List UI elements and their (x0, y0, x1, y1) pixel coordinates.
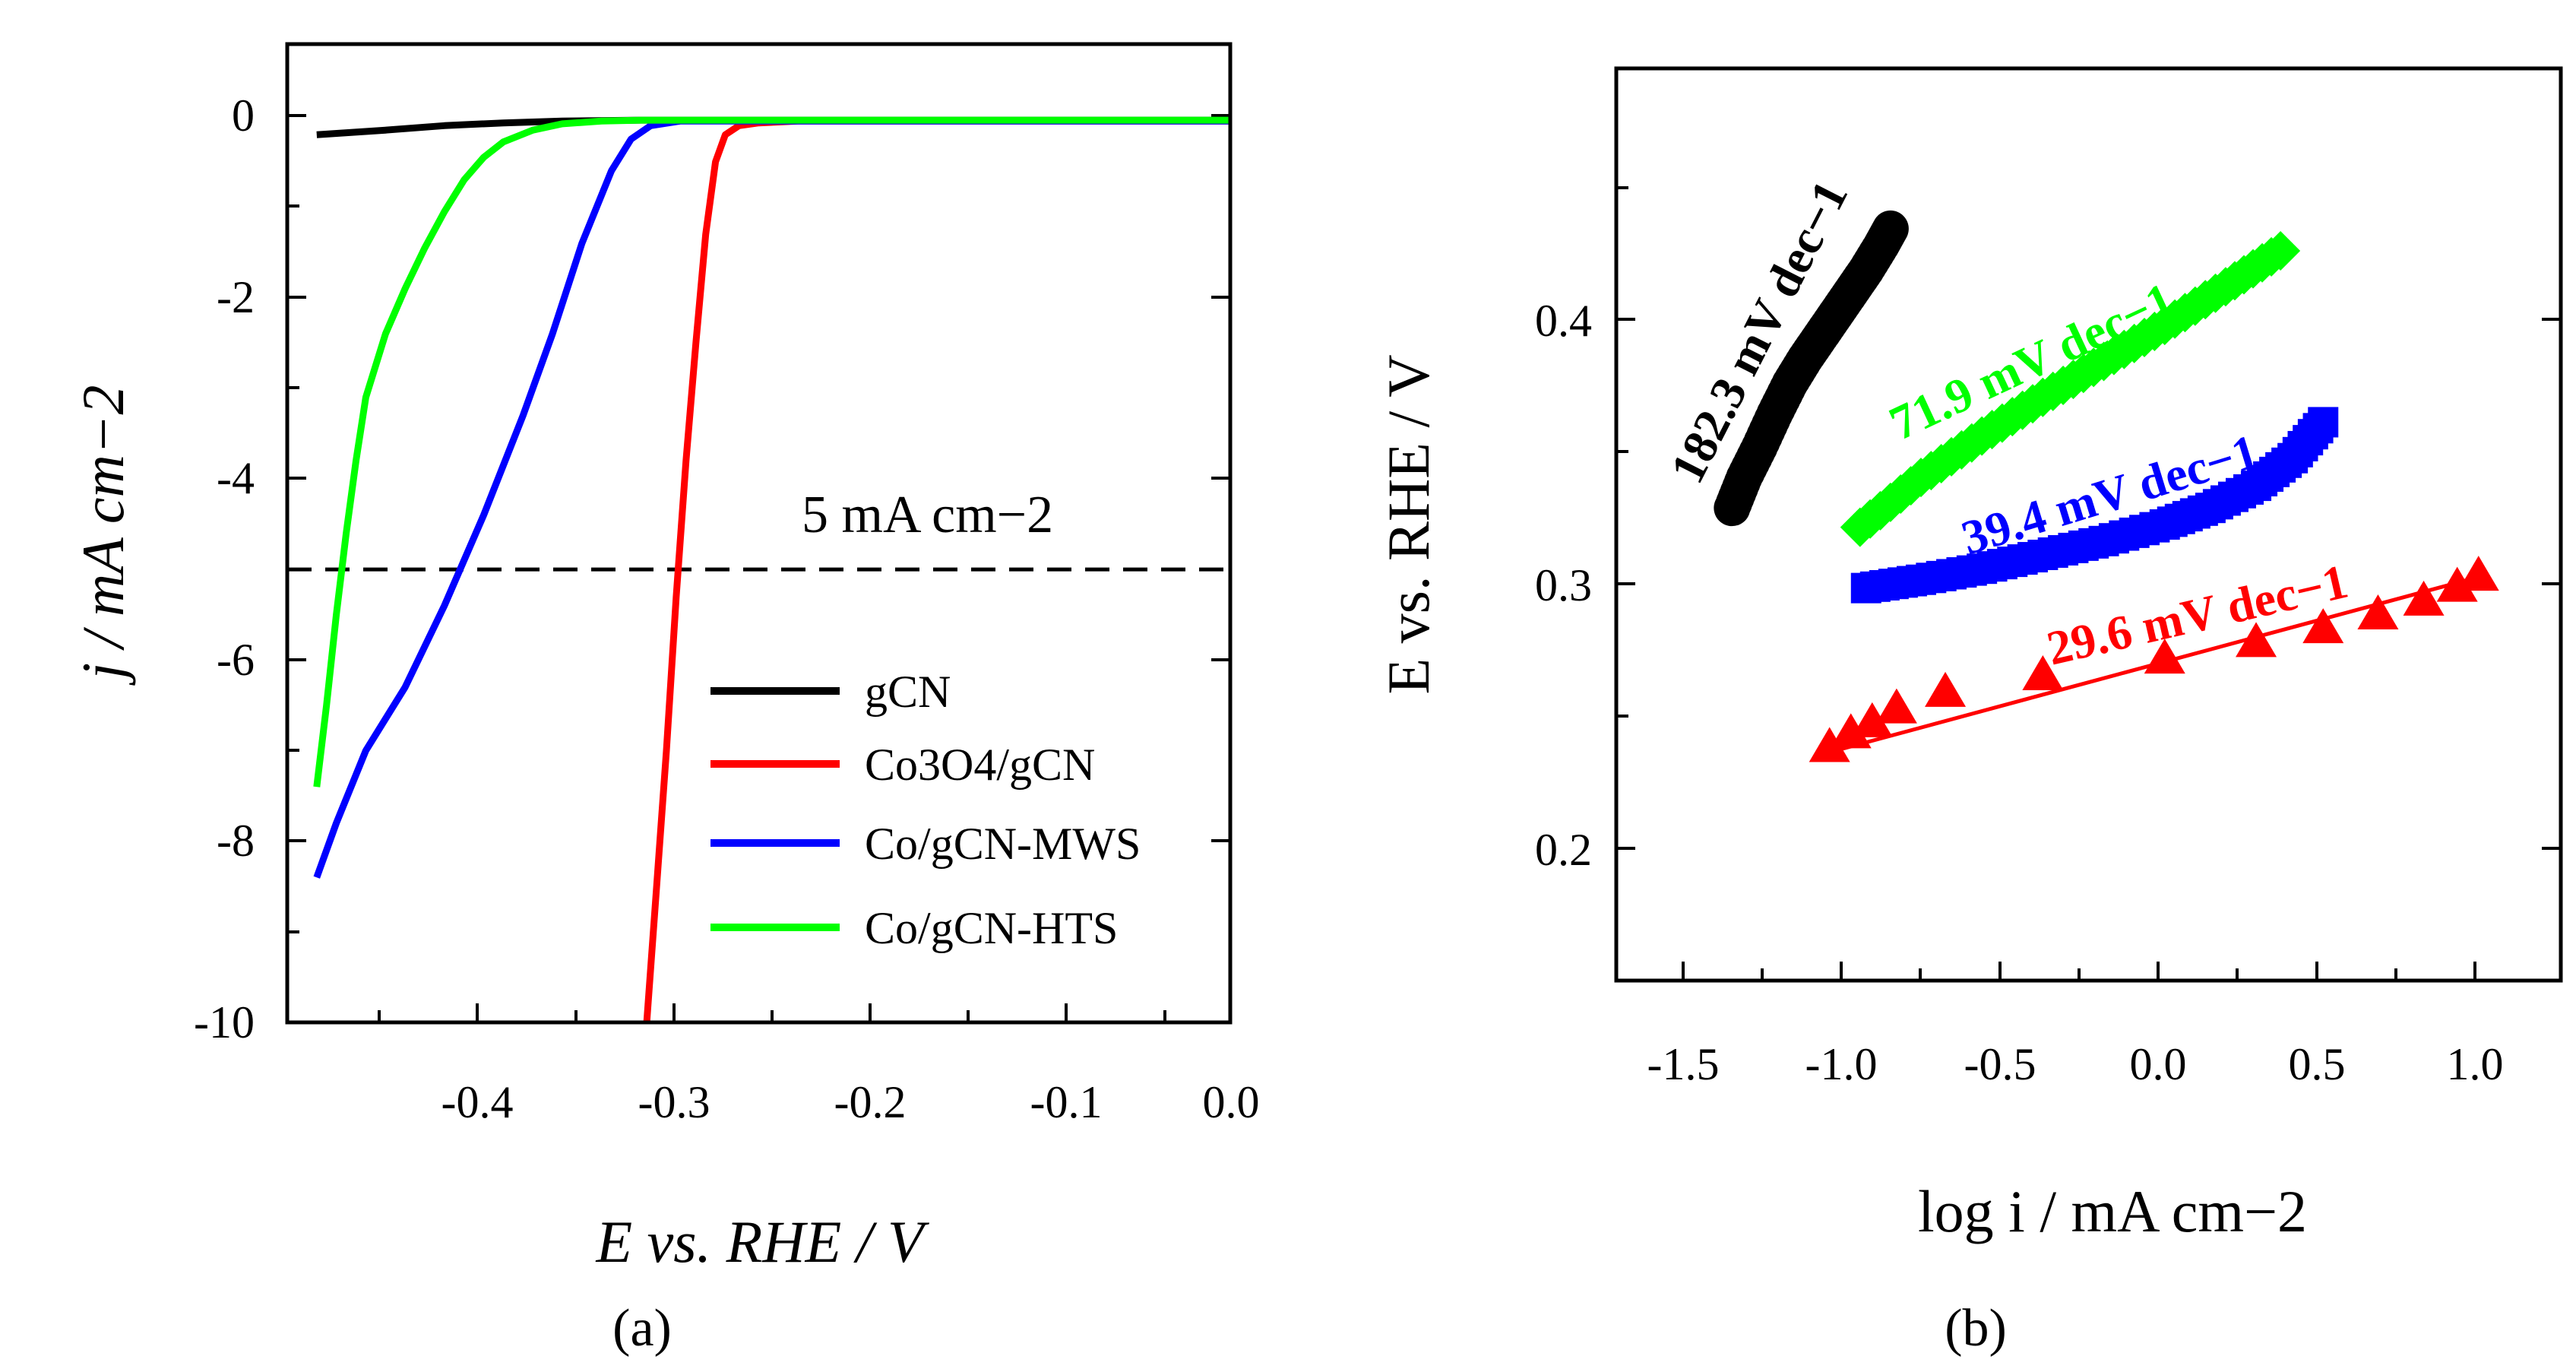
b-ytick-label: 0.4 (1535, 296, 1592, 346)
b-marker-co3o4-gcn (2144, 639, 2185, 674)
b-marker-co3o4-gcn (1830, 713, 1872, 749)
b-marker-co3o4-gcn (2022, 655, 2064, 690)
a-ytick-label: -8 (217, 816, 255, 866)
panel-b-frame (1614, 66, 2563, 983)
b-marker-co3o4-gcn (1925, 671, 1967, 707)
b-marker-co3o4-gcn (1851, 702, 1893, 737)
b-xtick-label: -1.5 (1647, 1039, 1720, 1089)
b-marker-co3o4-gcn (2457, 556, 2499, 591)
panel-a: -0.4 -0.3 -0.2 -0.1 0.0 0 -2 -4 -6 -8 -1… (70, 42, 1260, 1358)
panel-b-xtick-labels: -1.5 -1.0 -0.5 0.0 0.5 1.0 (1647, 1039, 2504, 1089)
a-series-co-gcn-hts-line (313, 116, 1230, 787)
b-xtick-label: -1.0 (1805, 1039, 1878, 1089)
slope-label-co3o4-gcn: 29.6 mV dec−1 (2042, 554, 2353, 676)
panel-b-ytick-labels: 0.2 0.3 0.4 (1535, 296, 1592, 875)
b-marker-co-gcn-hts (2261, 231, 2301, 271)
panel-b: -1.5 -1.0 -0.5 0.0 0.5 1.0 0.2 0.3 0.4 1… (1375, 66, 2563, 1358)
panel-a-frame (285, 42, 1233, 1025)
a-xtick-label: -0.2 (834, 1077, 907, 1127)
b-xtick-label: -0.5 (1964, 1039, 2036, 1089)
a-ytick-label: -4 (217, 453, 255, 503)
a-xlabel: E vs. RHE / V (595, 1209, 929, 1275)
b-ytick-label: 0.3 (1535, 560, 1592, 610)
legend-label-co-gcn-mws: Co/gCN-MWS (865, 819, 1141, 869)
a-xtick-label: -0.1 (1030, 1077, 1103, 1127)
b-marker-co3o4-gcn (2403, 580, 2445, 616)
panel-a-legend: gCN Co3O4/gCN Co/gCN-MWS Co/gCN-HTS (710, 667, 1141, 953)
b-ylabel: E vs. RHE / V (1375, 354, 1441, 694)
b-marker-co-gcn-mws (2308, 407, 2339, 438)
slope-label-co-gcn-hts: 71.9 mV dec−1 (1881, 272, 2182, 451)
a-panel-label: (a) (612, 1299, 672, 1358)
b-xtick-label: 0.0 (2130, 1039, 2187, 1089)
a-series-co-gcn-mws-line (313, 117, 1230, 879)
a-xtick-label: -0.3 (638, 1077, 710, 1127)
a-ytick-label: -6 (217, 635, 255, 685)
b-marker-gcn (1872, 210, 1909, 247)
panel-b-ticks (1616, 186, 2561, 981)
a-xtick-label: 0.0 (1203, 1077, 1260, 1127)
b-marker-co3o4-gcn (2236, 622, 2277, 658)
b-marker-co3o4-gcn (2436, 566, 2478, 602)
b-marker-co3o4-gcn (1809, 727, 1850, 762)
panel-a-ticks (287, 114, 1230, 1022)
a-ytick-label: -10 (194, 997, 255, 1047)
panel-a-ytick-labels: 0 -2 -4 -6 -8 -10 (194, 90, 255, 1047)
legend-label-co-gcn-hts: Co/gCN-HTS (865, 903, 1118, 953)
panel-b-markers (1714, 210, 2499, 762)
b-ytick-label: 0.2 (1535, 825, 1592, 875)
b-marker-co3o4-gcn (2357, 594, 2399, 629)
b-xtick-label: 0.5 (2289, 1039, 2346, 1089)
legend-label-co3o4-gcn: Co3O4/gCN (865, 740, 1095, 790)
b-marker-co3o4-gcn (2302, 608, 2344, 644)
a-series-co3o4-gcn-line (643, 117, 1230, 1023)
legend-label-gcn: gCN (865, 667, 951, 717)
b-xtick-label: 1.0 (2447, 1039, 2504, 1089)
panel-a-series (313, 116, 1230, 1023)
a-ylabel: j / mA cm−2 (70, 385, 136, 686)
a-ytick-label: 0 (232, 90, 255, 141)
a-reference-label: 5 mA cm−2 (802, 486, 1053, 544)
b-marker-co3o4-gcn (1875, 688, 1917, 724)
b-xlabel: log i / mA cm−2 (1918, 1178, 2307, 1244)
panel-a-xtick-labels: -0.4 -0.3 -0.2 -0.1 0.0 (441, 1077, 1260, 1127)
a-xtick-label: -0.4 (441, 1077, 514, 1127)
a-ytick-label: -2 (217, 272, 255, 322)
b-panel-label: (b) (1945, 1299, 2007, 1358)
